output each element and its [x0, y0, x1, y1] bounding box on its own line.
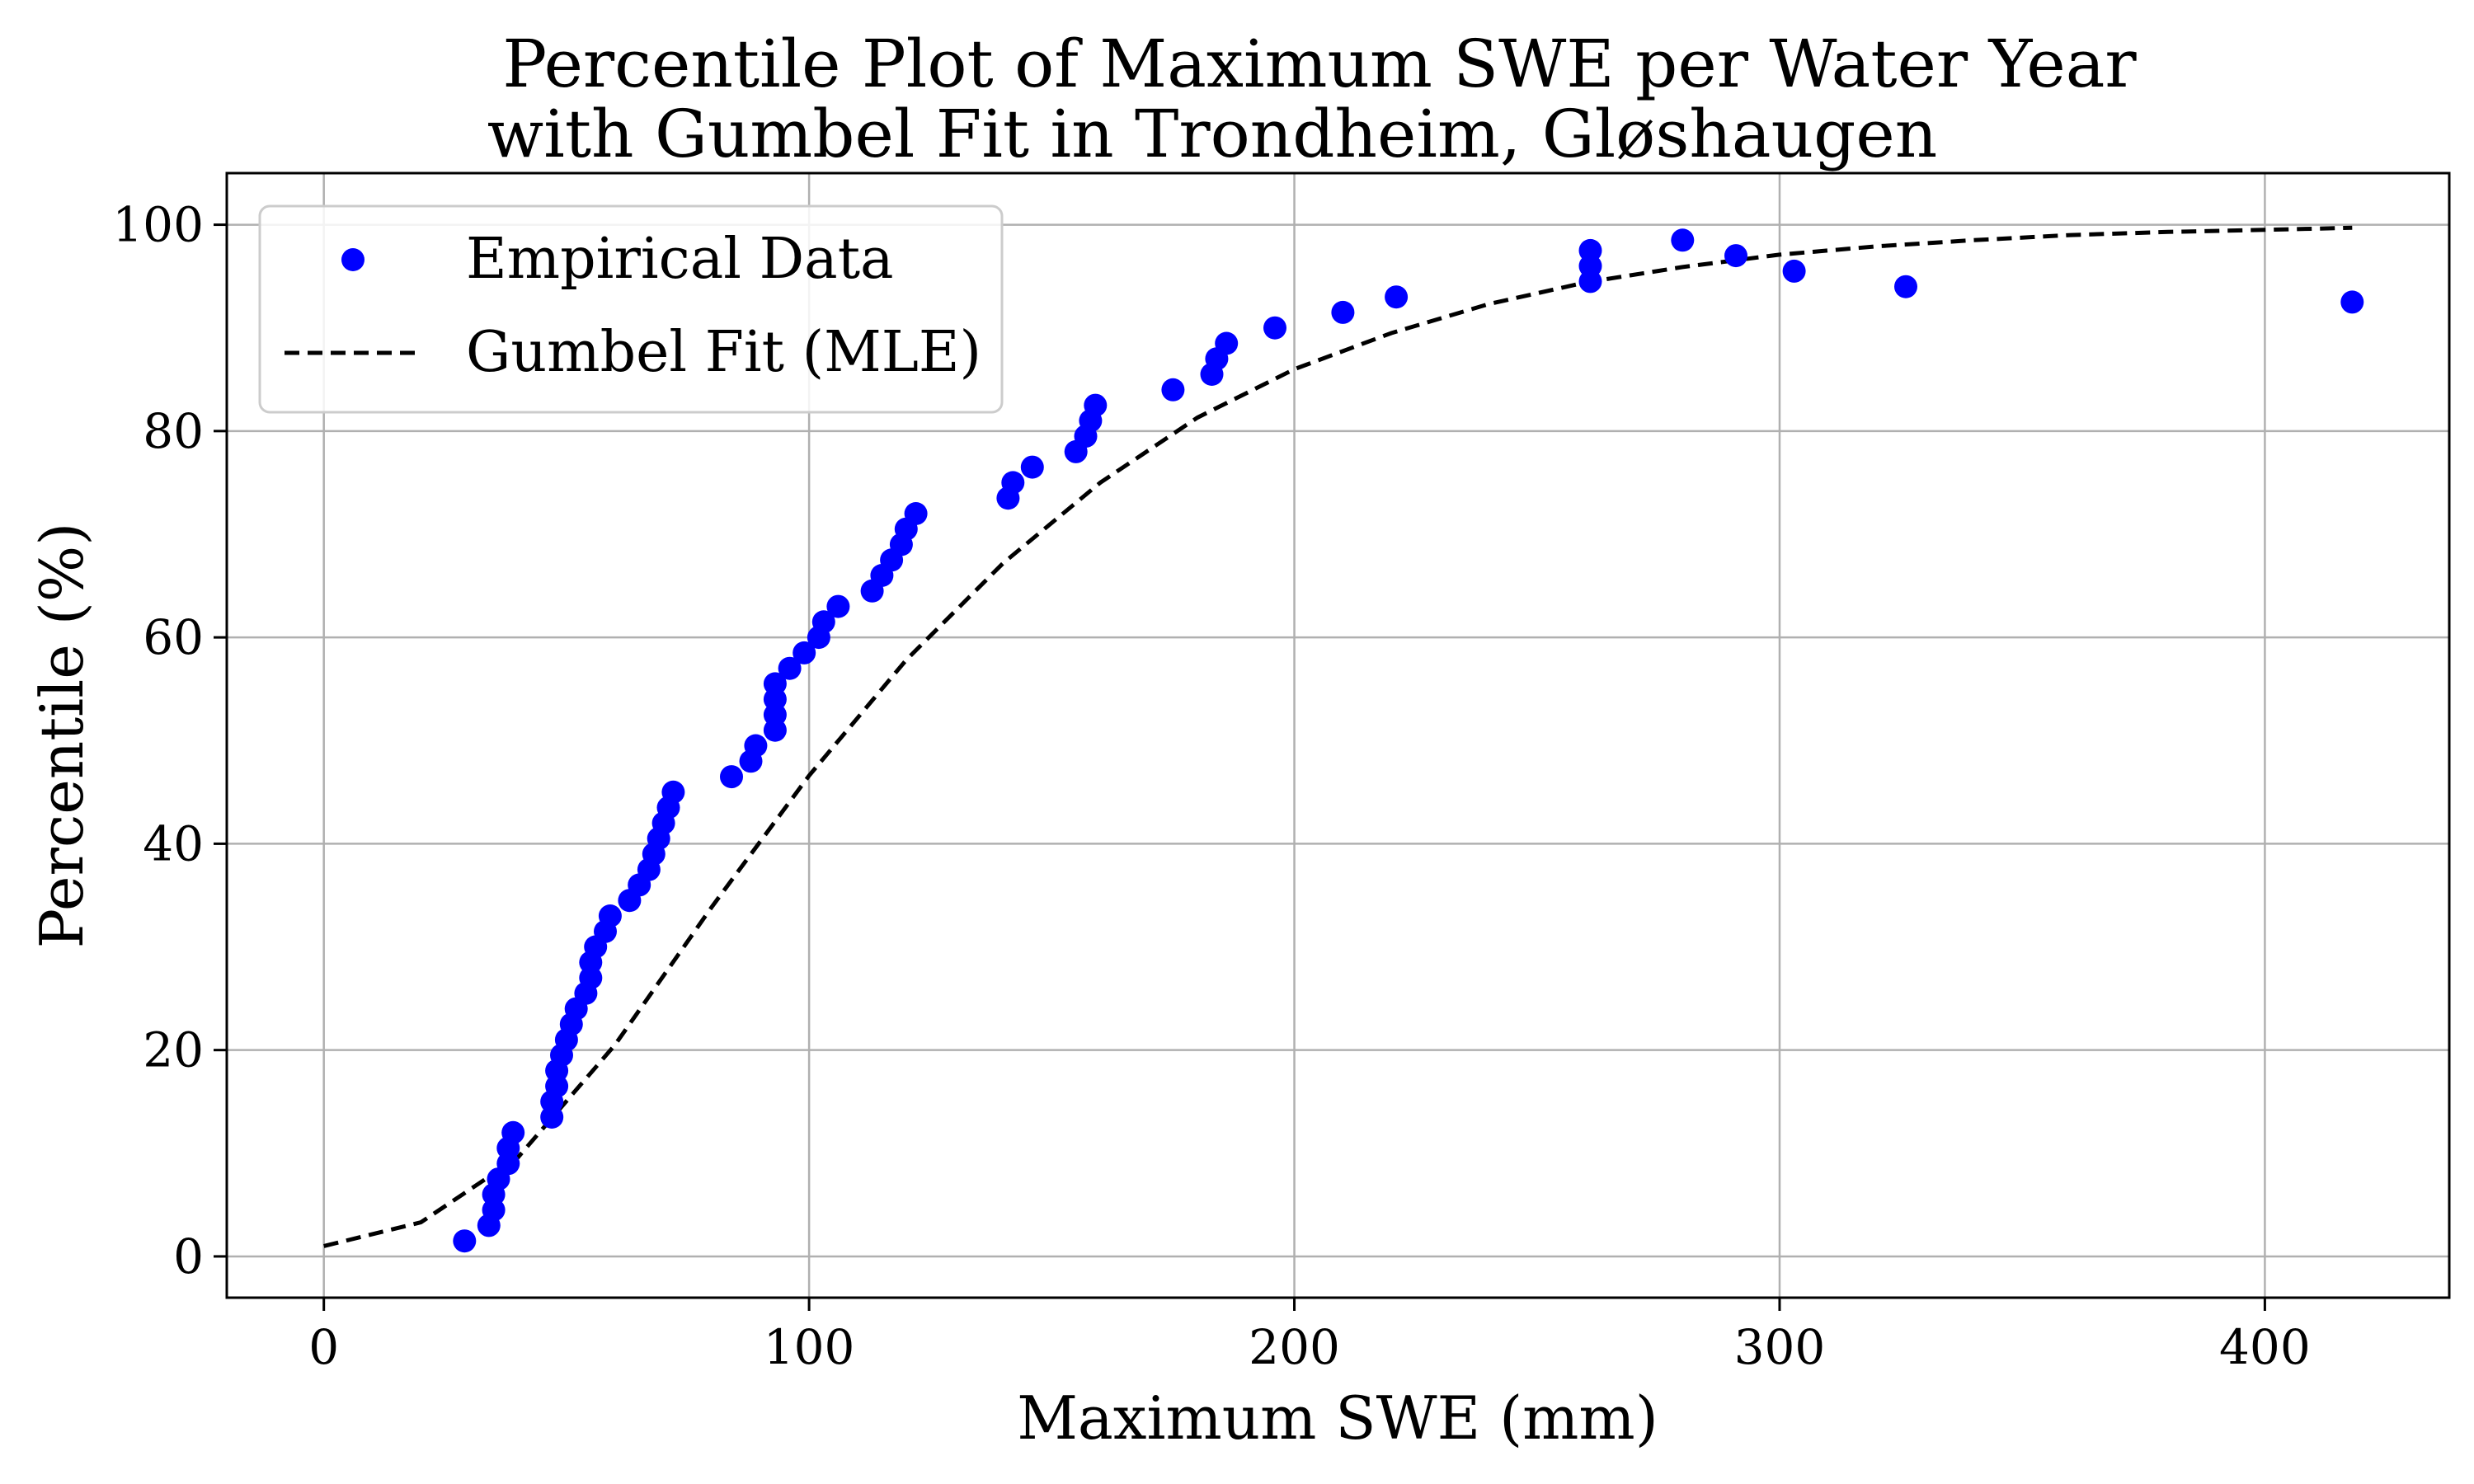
x-tick-label: 100 — [764, 1319, 855, 1375]
empirical-data-point — [811, 610, 835, 634]
legend-label-gumbel: Gumbel Fit (MLE) — [466, 320, 981, 385]
x-tick-label: 300 — [1734, 1319, 1826, 1375]
empirical-data-point — [778, 656, 802, 680]
empirical-data-point — [598, 904, 622, 928]
empirical-data-point — [1084, 393, 1108, 417]
chart-title-line-1: Percentile Plot of Maximum SWE per Water… — [502, 26, 2137, 102]
axis-ticks: 0 100 200 300 400 0 20 40 60 80 100 — [112, 197, 2310, 1375]
gumbel-fit-line — [323, 225, 2353, 1248]
y-tick-label: 20 — [143, 1022, 204, 1078]
x-tick-label: 200 — [1249, 1319, 1340, 1375]
x-tick-label: 0 — [308, 1319, 339, 1375]
empirical-data-point — [1578, 238, 1602, 262]
empirical-data-point — [501, 1120, 525, 1144]
empirical-data-point — [1001, 471, 1025, 495]
legend-box — [258, 204, 1004, 414]
empirical-data-point — [793, 641, 816, 665]
empirical-data-point — [1724, 244, 1747, 268]
empirical-data-point — [1215, 331, 1239, 355]
empirical-data-point — [744, 734, 768, 758]
empirical-data-point — [763, 672, 787, 696]
empirical-data-point — [2340, 290, 2364, 314]
legend-label-empirical: Empirical Data — [466, 227, 894, 292]
empirical-data-point — [1671, 228, 1695, 252]
empirical-data-series — [453, 228, 2364, 1253]
chart-title-line-2: with Gumbel Fit in Trondheim, Gløshaugen — [487, 96, 1937, 172]
y-tick-label: 0 — [173, 1228, 204, 1284]
empirical-data-point — [1331, 300, 1355, 324]
y-tick-label: 40 — [143, 815, 204, 871]
legend-marker-empirical — [341, 248, 365, 271]
empirical-data-point — [1894, 275, 1917, 298]
empirical-data-point — [661, 780, 685, 804]
empirical-data-point — [1782, 259, 1806, 283]
gumbel-fit-series — [323, 225, 2353, 1248]
empirical-data-point — [1020, 455, 1044, 479]
legend: Empirical Data Gumbel Fit (MLE) — [258, 204, 1004, 414]
y-tick-label: 80 — [143, 403, 204, 459]
empirical-data-point — [1263, 316, 1286, 340]
empirical-data-point — [904, 502, 928, 525]
x-tick-label: 400 — [2219, 1319, 2311, 1375]
y-tick-label: 100 — [112, 197, 204, 253]
y-tick-label: 60 — [143, 609, 204, 665]
empirical-data-point — [1385, 285, 1409, 309]
plot-area-frame — [225, 171, 2451, 1299]
x-axis-label: Maximum SWE (mm) — [1017, 1383, 1658, 1453]
empirical-data-point — [826, 594, 850, 618]
y-axis-label: Percentile (%) — [27, 523, 96, 949]
empirical-data-point — [720, 765, 743, 789]
empirical-data-point — [1161, 378, 1185, 402]
empirical-data-point — [453, 1229, 477, 1253]
